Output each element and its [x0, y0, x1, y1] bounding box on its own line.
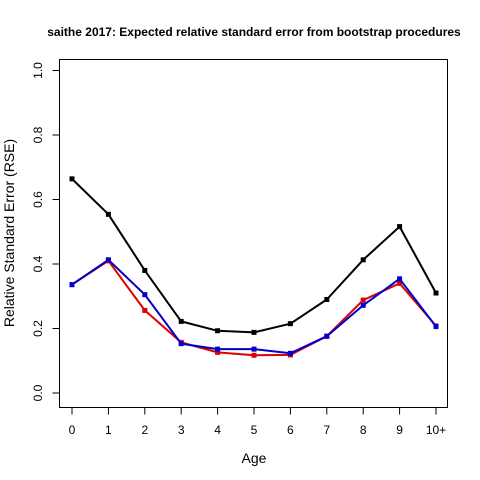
x-tick-label: 7	[323, 423, 330, 437]
data-point	[433, 290, 439, 296]
data-point	[142, 267, 148, 273]
x-axis: 0 1 2 3 4 5 6 7 8 9 10+	[69, 407, 446, 437]
series-0	[69, 176, 439, 335]
x-axis-label: Age	[242, 450, 267, 466]
data-point	[69, 176, 75, 182]
data-point	[251, 352, 257, 358]
data-point	[215, 349, 221, 355]
data-point	[215, 346, 221, 352]
data-point	[360, 257, 366, 263]
data-point	[69, 282, 75, 288]
y-axis-label: Relative Standard Error (RSE)	[1, 139, 17, 327]
data-point	[178, 318, 184, 324]
data-point	[397, 276, 403, 282]
x-tick-label: 4	[214, 423, 221, 437]
data-point	[105, 257, 111, 263]
x-tick-label: 6	[287, 423, 294, 437]
data-point	[251, 329, 257, 335]
data-point	[142, 307, 148, 313]
data-point	[397, 224, 403, 230]
x-tick-label: 10+	[426, 423, 446, 437]
chart-title: saithe 2017: Expected relative standard …	[47, 25, 461, 39]
data-point	[178, 341, 184, 347]
data-point	[433, 324, 439, 330]
data-point	[324, 296, 330, 302]
y-tick-label: 0.6	[31, 191, 45, 208]
data-point	[360, 302, 366, 308]
y-tick-label: 0.2	[31, 320, 45, 337]
x-tick-label: 0	[69, 423, 76, 437]
data-point	[360, 297, 366, 303]
y-tick-label: 0.8	[31, 126, 45, 143]
x-tick-label: 1	[105, 423, 112, 437]
x-tick-label: 3	[178, 423, 185, 437]
data-point	[251, 346, 257, 352]
x-tick-label: 8	[360, 423, 367, 437]
y-axis: 0.0 0.2 0.4 0.6 0.8 1.0	[31, 62, 60, 401]
series-2	[69, 257, 439, 356]
y-tick-label: 1.0	[31, 62, 45, 79]
x-tick-label: 2	[141, 423, 148, 437]
y-tick-label: 0.4	[31, 255, 45, 272]
data-point	[397, 280, 403, 286]
data-point	[105, 211, 111, 217]
y-tick-label: 0.0	[31, 384, 45, 401]
x-tick-label: 5	[251, 423, 258, 437]
data-point	[324, 333, 330, 339]
data-point	[142, 292, 148, 298]
data-point	[287, 350, 293, 356]
data-point	[215, 328, 221, 334]
x-tick-label: 9	[396, 423, 403, 437]
series-layer	[69, 176, 439, 358]
data-point	[287, 321, 293, 327]
